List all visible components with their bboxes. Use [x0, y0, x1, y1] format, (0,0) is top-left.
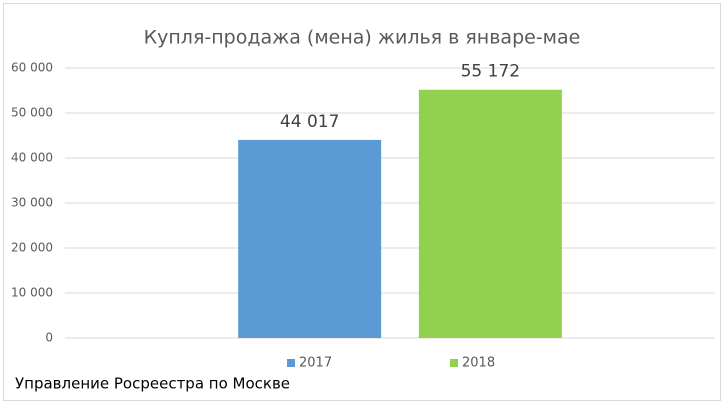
y-tick-label: 10 000 [11, 286, 53, 300]
bar [418, 89, 562, 338]
legend-swatch [450, 359, 458, 367]
legend-label: 2017 [299, 356, 332, 371]
y-tick-label: 30 000 [11, 196, 53, 210]
value-label: 44 017 [280, 112, 339, 132]
chart-title: Купля-продажа (мена) жилья в январе-мае [144, 27, 581, 49]
y-tick-label: 20 000 [11, 241, 53, 255]
legend-swatch [287, 359, 295, 367]
y-tick-label: 0 [45, 331, 53, 345]
y-tick-label: 60 000 [11, 61, 53, 75]
y-tick-label: 50 000 [11, 106, 53, 120]
value-label: 55 172 [461, 62, 520, 82]
y-tick-label: 40 000 [11, 151, 53, 165]
source-note: Управление Росреестра по Москве [15, 375, 290, 393]
bar [238, 139, 382, 338]
legend-label: 2018 [462, 356, 495, 371]
